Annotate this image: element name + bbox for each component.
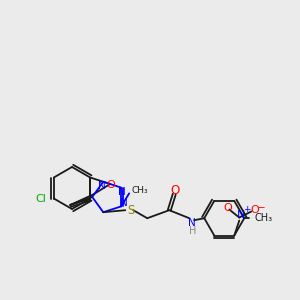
Text: S: S [127,204,135,217]
Text: N: N [188,218,196,228]
Text: N: N [98,181,106,191]
Text: CH₃: CH₃ [254,213,272,223]
Text: +: + [244,205,251,214]
Text: N: N [237,209,245,220]
Text: O: O [107,180,116,190]
Text: O: O [223,202,232,212]
Text: CH₃: CH₃ [131,186,148,195]
Text: Cl: Cl [35,194,46,203]
Text: O: O [250,205,259,214]
Text: H: H [189,226,196,236]
Text: −: − [257,202,266,212]
Text: N: N [120,198,128,208]
Text: O: O [171,184,180,197]
Text: N: N [118,187,126,196]
